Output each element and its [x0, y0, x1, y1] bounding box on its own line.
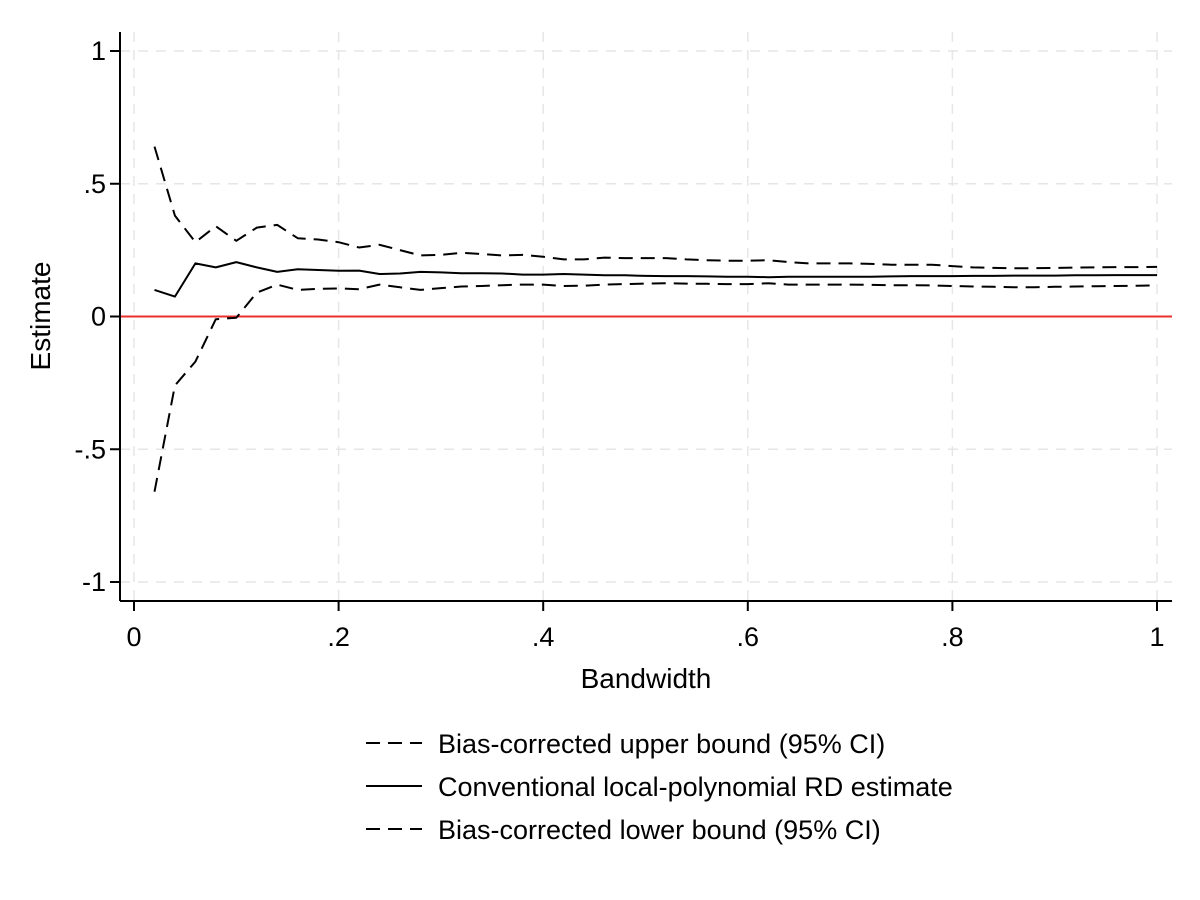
axes [110, 32, 1172, 611]
series-line-2 [153, 282, 1158, 492]
y-tick-label-4: -1 [82, 567, 106, 597]
series-line-0 [153, 146, 1158, 270]
legend: Bias-corrected upper bound (95% CI) Conve… [366, 729, 953, 845]
x-tick-label-4: .8 [941, 622, 964, 652]
x-tick-label-3: .6 [737, 622, 760, 652]
tick-labels: 1 .5 0 -.5 -1 0 .2 .4 .6 .8 1 [74, 36, 1164, 652]
x-tick-label-0: 0 [126, 622, 141, 652]
legend-label-1: Conventional local-polynomial RD estimat… [438, 772, 953, 802]
series-line-1 [154, 261, 1157, 298]
y-tick-label-3: -.5 [74, 434, 106, 464]
y-tick-label-2: 0 [91, 302, 106, 332]
y-tick-label-1: .5 [83, 169, 106, 199]
legend-label-2: Bias-corrected lower bound (95% CI) [438, 815, 881, 845]
legend-label-0: Bias-corrected upper bound (95% CI) [438, 729, 885, 759]
y-tick-label-0: 1 [91, 36, 106, 66]
x-tick-label-2: .4 [532, 622, 555, 652]
x-tick-label-1: .2 [327, 622, 350, 652]
series-lines [153, 146, 1158, 492]
y-axis-label: Estimate [25, 262, 56, 371]
x-axis-label: Bandwidth [581, 663, 712, 694]
x-tick-label-5: 1 [1149, 622, 1164, 652]
